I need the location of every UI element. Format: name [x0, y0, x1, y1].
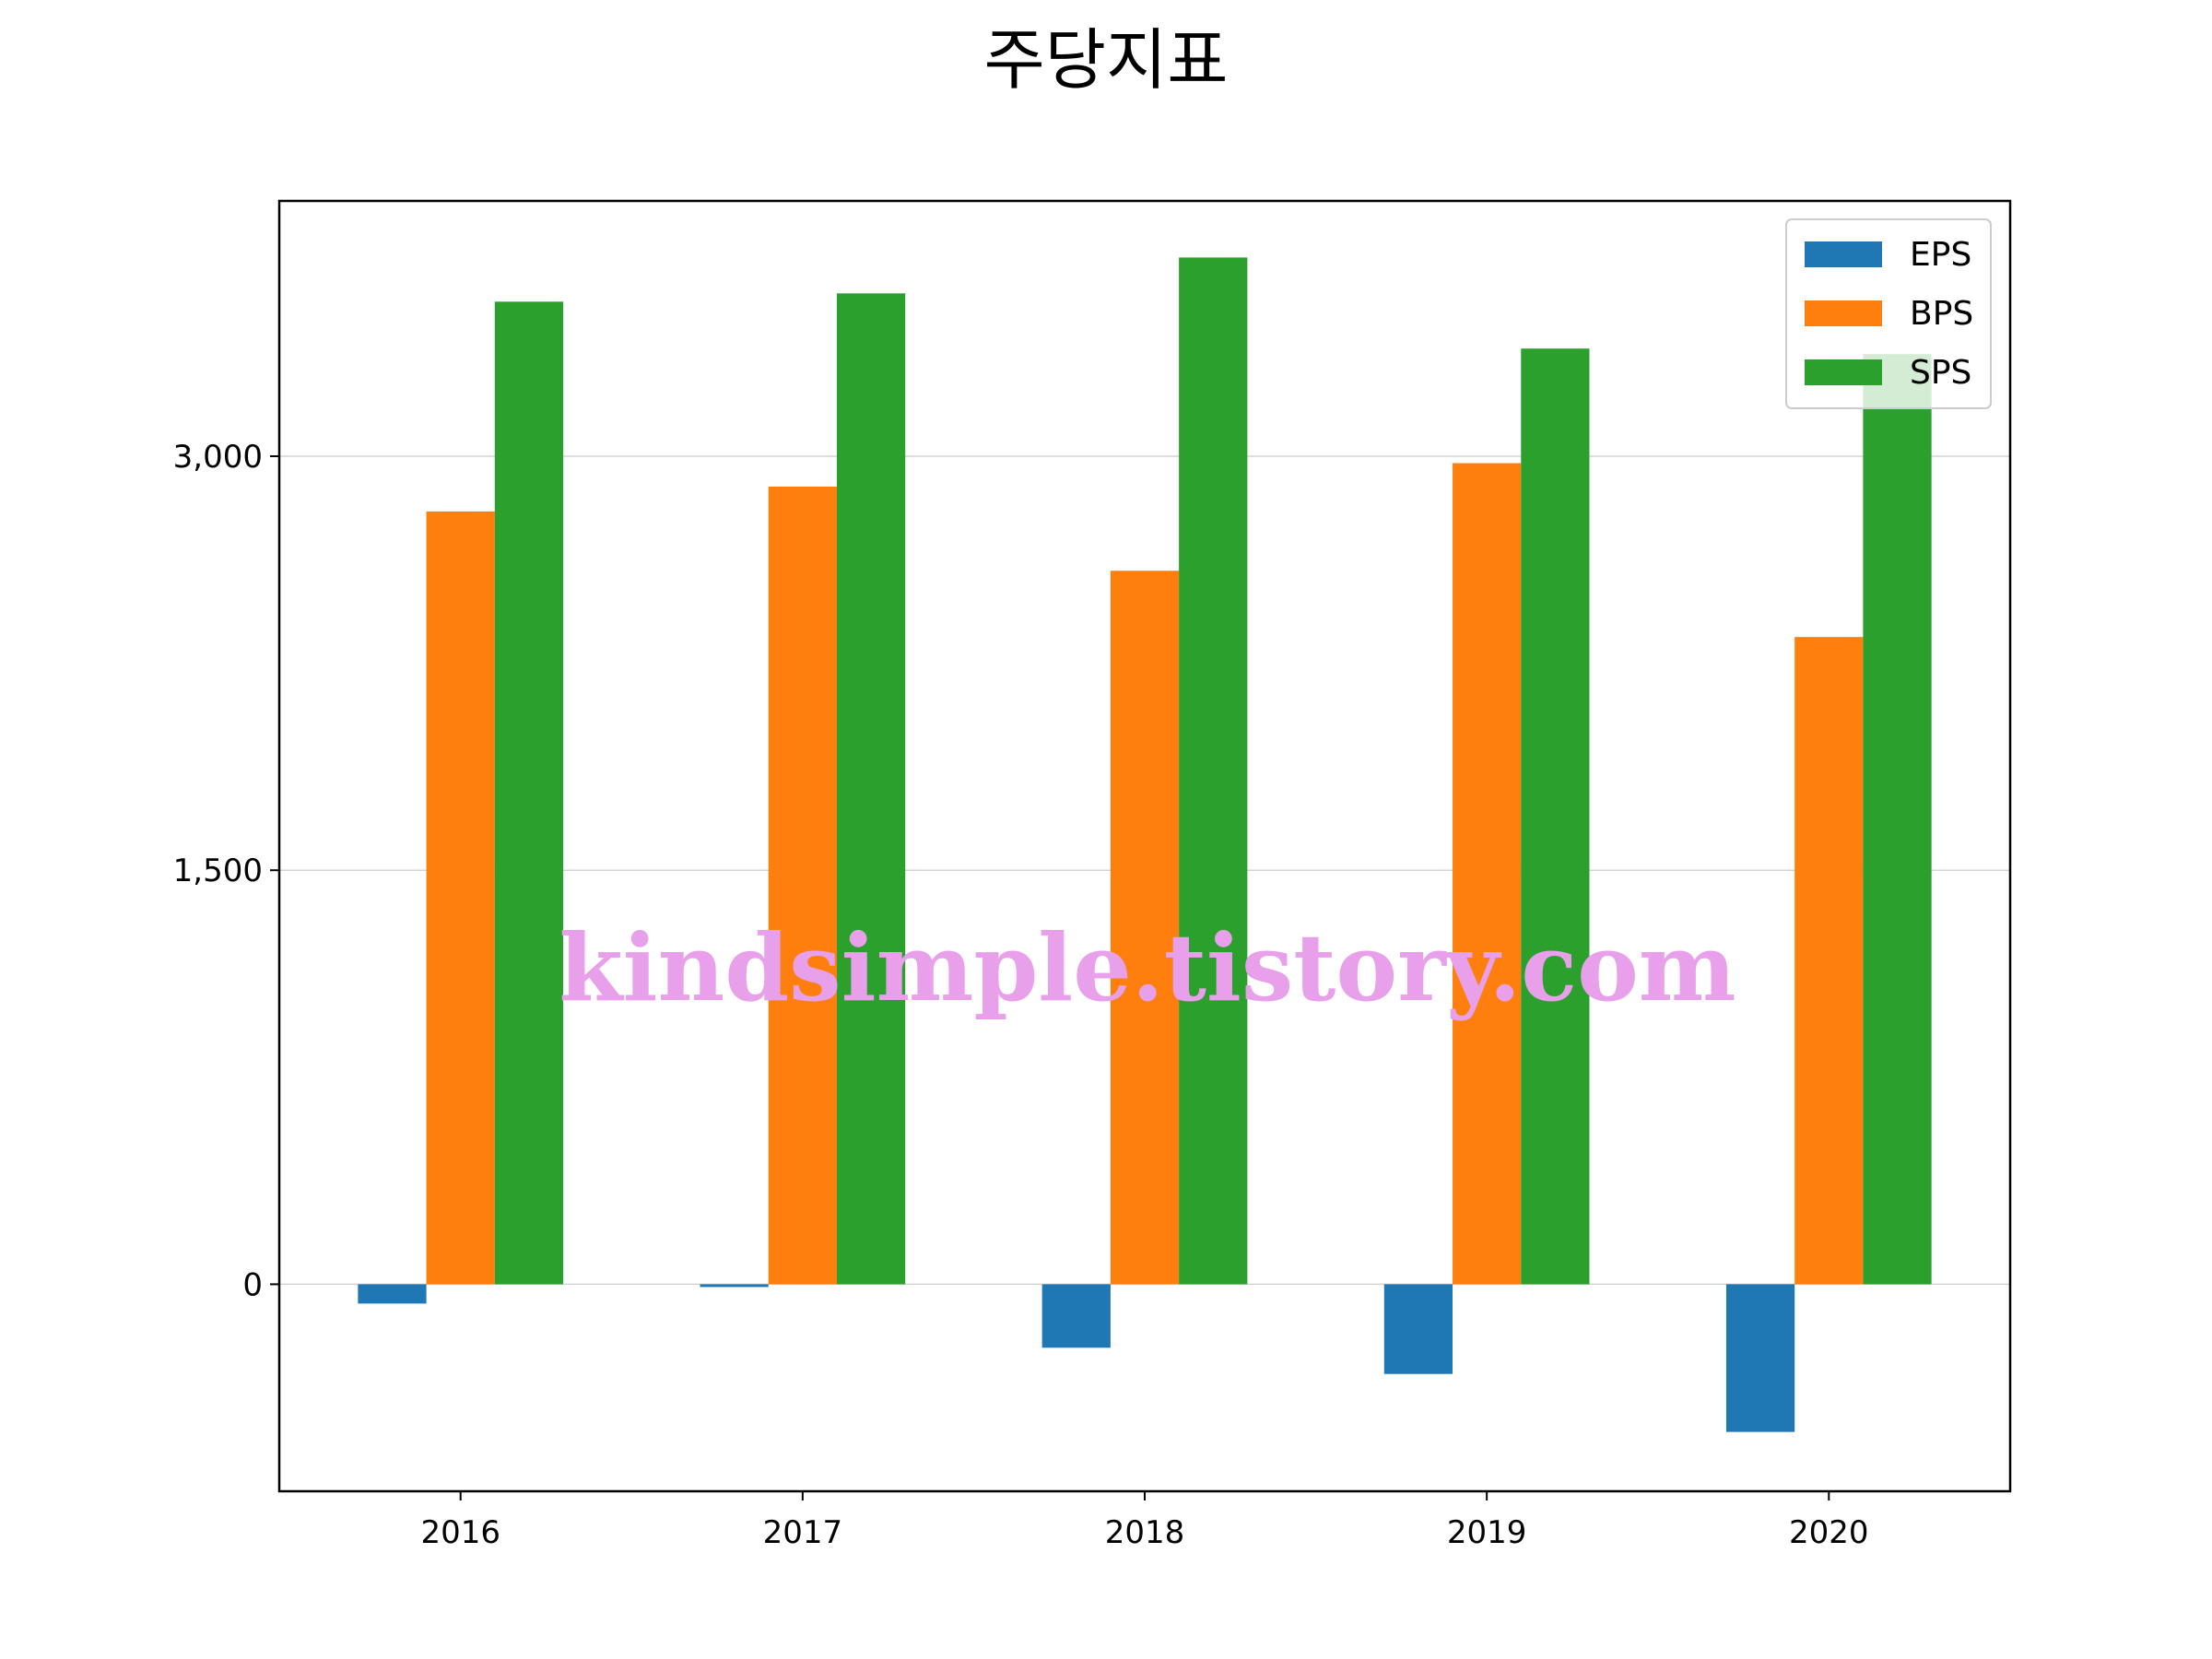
- bar-bps-2020: [1794, 637, 1864, 1285]
- x-axis: 2016 2017 2018 2019 2020: [420, 1491, 1869, 1551]
- legend-swatch-sps: [1805, 359, 1882, 385]
- legend-label-sps: SPS: [1910, 354, 1971, 392]
- y-axis: 0 1,500 3,000: [173, 439, 279, 1303]
- watermark: kindsimple.tistory.com: [559, 913, 1735, 1022]
- x-tick-label: 2018: [1105, 1514, 1185, 1551]
- bar-eps-2017: [700, 1284, 769, 1288]
- x-tick-label: 2019: [1447, 1514, 1527, 1551]
- legend-swatch-bps: [1805, 300, 1882, 326]
- x-tick-label: 2020: [1789, 1514, 1869, 1551]
- legend-swatch-eps: [1805, 241, 1882, 267]
- bar-sps-2020: [1863, 354, 1932, 1285]
- bar-eps-2016: [358, 1284, 427, 1304]
- bar-sps-2019: [1521, 348, 1590, 1285]
- bar-bps-2017: [768, 486, 837, 1285]
- bar-bps-2019: [1453, 463, 1522, 1285]
- legend-label-eps: EPS: [1910, 236, 1971, 274]
- x-tick-label: 2016: [420, 1514, 500, 1551]
- bar-eps-2018: [1041, 1284, 1111, 1348]
- legend-label-bps: BPS: [1910, 295, 1973, 333]
- legend: EPS BPS SPS: [1785, 218, 1992, 409]
- y-tick-label: 0: [242, 1266, 263, 1303]
- bar-eps-2020: [1725, 1284, 1795, 1432]
- bar-eps-2019: [1383, 1284, 1453, 1374]
- bar-sps-2018: [1179, 257, 1248, 1285]
- y-tick-label: 1,500: [173, 853, 263, 889]
- bar-bps-2018: [1110, 571, 1180, 1285]
- bars: [358, 257, 1932, 1432]
- x-tick-label: 2017: [763, 1514, 843, 1551]
- y-tick-label: 3,000: [173, 439, 263, 476]
- bar-bps-2016: [426, 511, 495, 1285]
- chart-title: 주당지표: [984, 21, 1229, 99]
- bar-sps-2016: [494, 301, 564, 1285]
- bar-sps-2017: [836, 293, 906, 1285]
